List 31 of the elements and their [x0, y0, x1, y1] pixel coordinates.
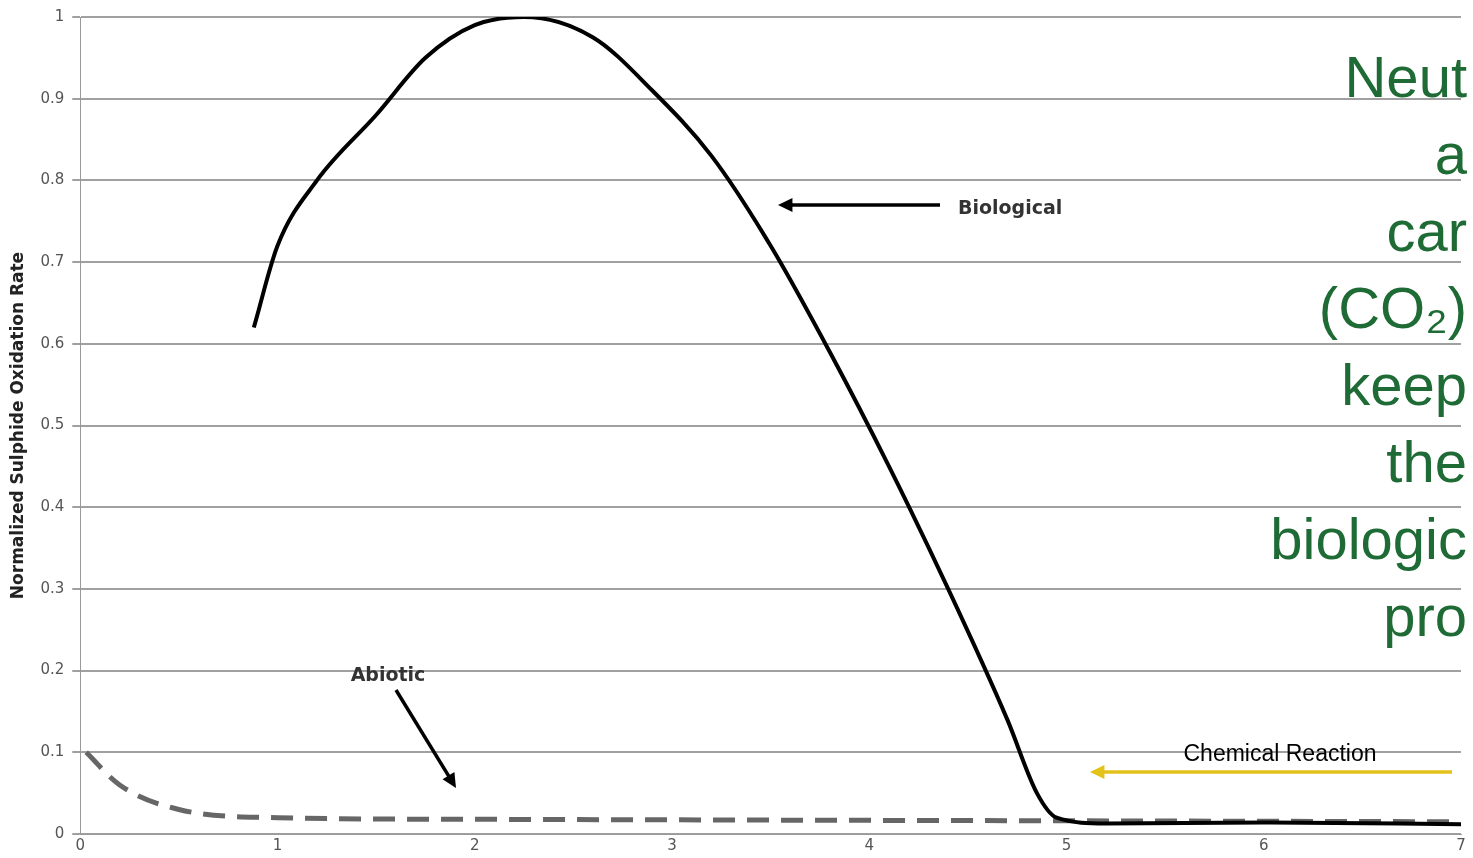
y-tick-label: 0.6 [40, 333, 65, 352]
annotation: Abiotic [350, 662, 426, 685]
y-tick-label: 0.1 [40, 742, 65, 761]
x-tick-label: 2 [469, 835, 480, 854]
annotation: the [1385, 428, 1467, 496]
y-tick-label: 0.9 [40, 88, 65, 107]
annotation: a [1433, 120, 1467, 188]
y-axis-title: Normalized Sulphide Oxidation Rate [6, 251, 27, 600]
x-tick-label: 4 [864, 835, 875, 854]
x-tick-label: 1 [272, 835, 283, 854]
annotation: Chemical Reaction [1183, 740, 1377, 767]
y-tick-label: 0.4 [40, 497, 65, 516]
y-tick-label: 0.8 [40, 170, 65, 189]
y-tick-label: 0.7 [40, 251, 65, 270]
y-tick-label: 0.2 [40, 660, 65, 679]
annotation: car [1385, 197, 1467, 265]
x-tick-label: 5 [1061, 835, 1072, 854]
x-tick-label: 6 [1258, 835, 1269, 854]
annotation: keep [1340, 351, 1467, 419]
annotation: Biological [958, 195, 1063, 218]
x-tick-label: 0 [75, 835, 86, 854]
y-tick-label: 1 [54, 6, 65, 25]
annotation: (CO₂) [1317, 274, 1467, 342]
y-tick-label: 0 [54, 823, 65, 842]
x-tick-label: 3 [667, 835, 677, 854]
annotation: biologic [1270, 505, 1467, 573]
y-tick-label: 0.5 [40, 415, 65, 434]
y-tick-label: 0.3 [40, 578, 65, 597]
annotation: pro [1382, 582, 1467, 650]
x-tick-label: 7 [1456, 835, 1466, 854]
annotation: Neut [1343, 43, 1467, 111]
